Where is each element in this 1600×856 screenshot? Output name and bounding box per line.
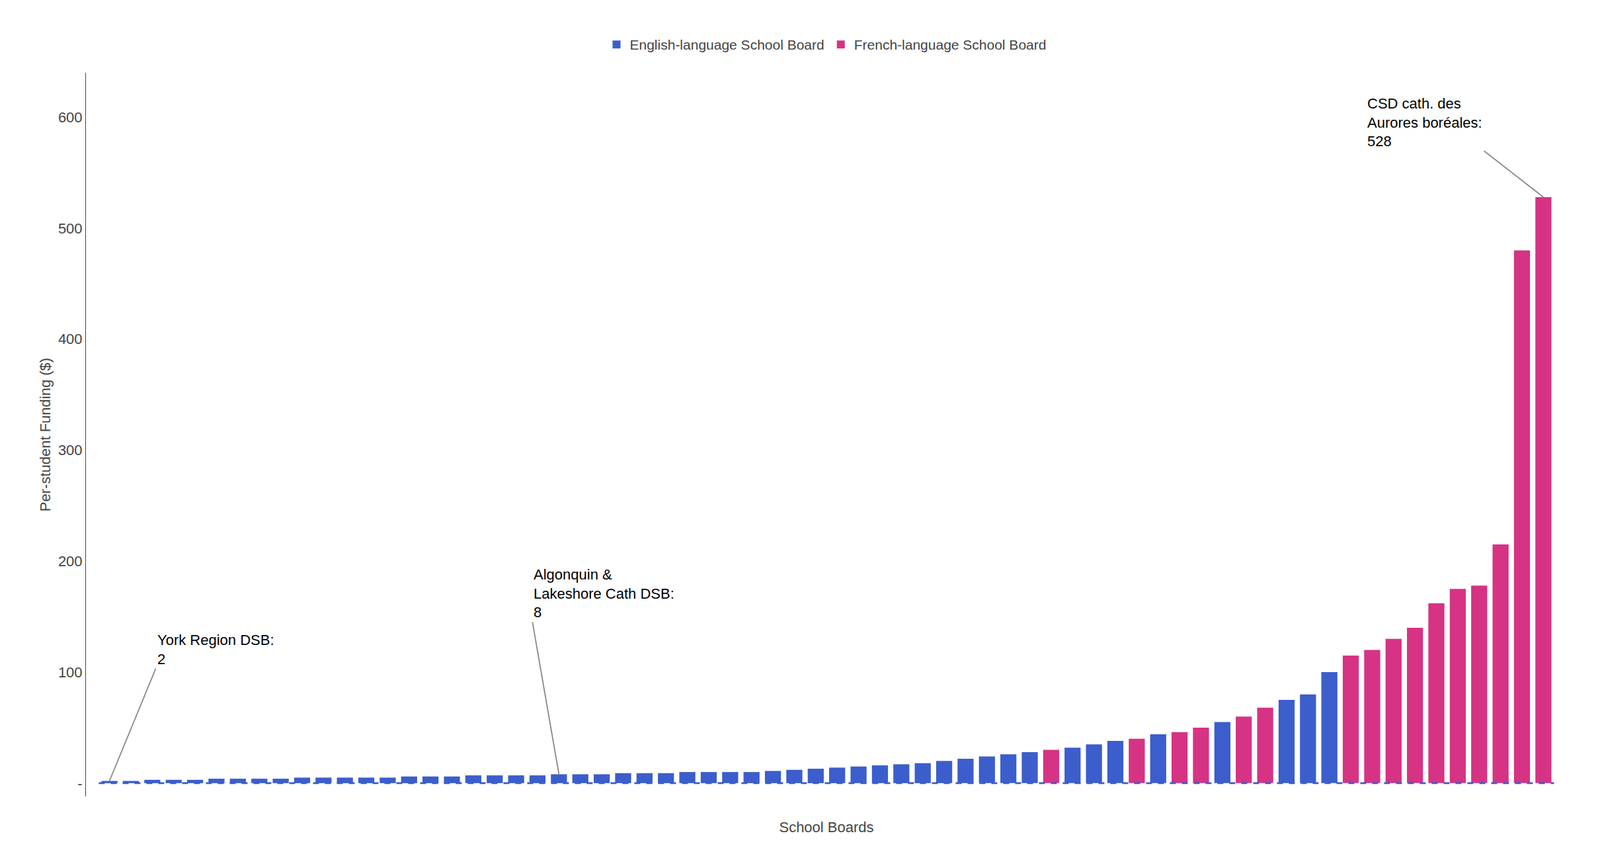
svg-text:200: 200 — [58, 552, 83, 570]
svg-text:400: 400 — [58, 330, 83, 348]
svg-text:York Region DSB:2: York Region DSB:2 — [157, 631, 275, 668]
svg-text:-: - — [77, 774, 82, 792]
svg-text:500: 500 — [58, 220, 83, 237]
svg-text:CSD cath. desAurores boréales:: CSD cath. desAurores boréales:528 — [1367, 95, 1483, 150]
svg-text:100: 100 — [58, 663, 83, 681]
svg-text:300: 300 — [58, 441, 83, 459]
svg-text:French-language School Board: French-language School Board — [854, 37, 1047, 53]
svg-text:Algonquin &Lakeshore Cath DSB:: Algonquin &Lakeshore Cath DSB:8 — [533, 565, 675, 621]
svg-text:600: 600 — [58, 109, 83, 126]
svg-text:School Boards: School Boards — [778, 818, 874, 836]
svg-text:Per-student Funding ($): Per-student Funding ($) — [37, 357, 54, 512]
svg-text:English-language School Board: English-language School Board — [630, 37, 825, 53]
